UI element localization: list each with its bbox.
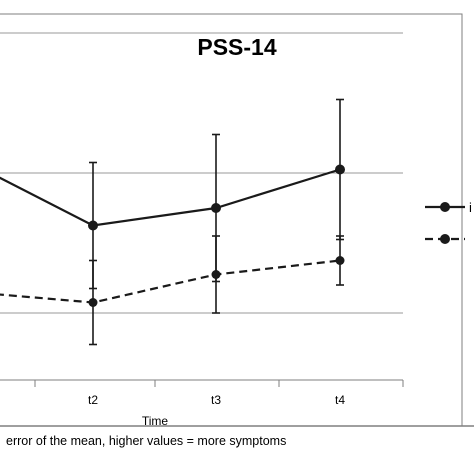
- x-tick-label: t3: [211, 393, 221, 407]
- data-point: [211, 270, 221, 279]
- chart-frame: [0, 425, 474, 427]
- series-dashed: [0, 235, 345, 346]
- series-group: [0, 98, 345, 346]
- data-point: [335, 164, 345, 175]
- legend: i: [425, 200, 472, 244]
- plot-frame: [0, 13, 463, 427]
- gridlines: [0, 32, 403, 314]
- x-tick-label: t4: [335, 393, 345, 407]
- legend-entry: [425, 234, 465, 244]
- legend-swatch-marker: [440, 234, 450, 244]
- series-line: [0, 259, 341, 304]
- data-point: [88, 220, 98, 231]
- legend-entry: i: [425, 200, 472, 215]
- data-point: [211, 203, 221, 213]
- x-tick-label: t2: [88, 393, 98, 407]
- x-ticks: t2 t3 t4: [34, 380, 404, 407]
- data-point: [88, 298, 98, 307]
- figure-caption: error of the mean, higher values = more …: [6, 434, 287, 448]
- x-axis-title: Time: [142, 414, 169, 428]
- data-point: [335, 256, 345, 265]
- series-line: [0, 168, 341, 227]
- legend-label: i: [469, 200, 472, 215]
- legend-swatch-marker: [440, 202, 450, 212]
- chart-title: PSS-14: [197, 34, 276, 60]
